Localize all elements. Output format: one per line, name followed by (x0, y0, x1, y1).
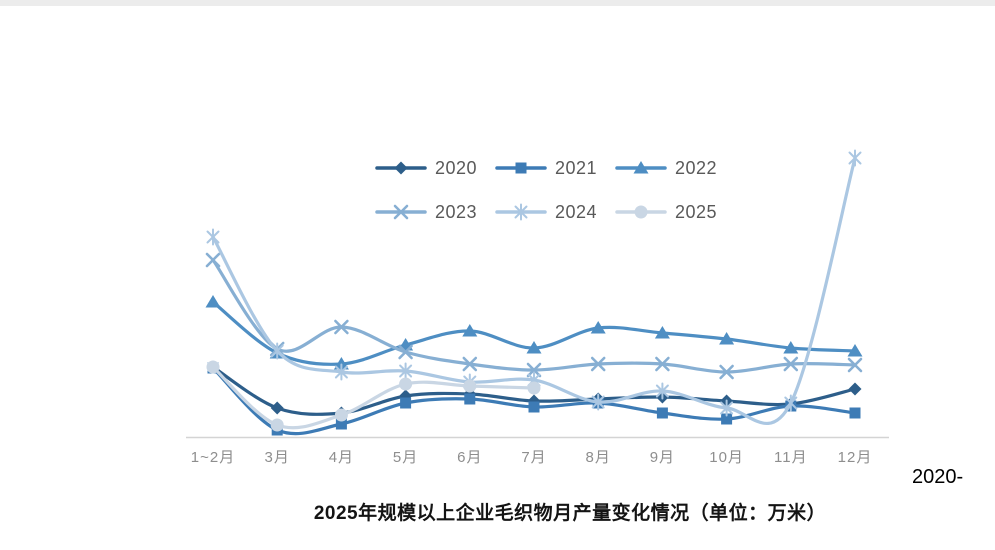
x-tick-label: 8月 (585, 449, 611, 466)
legend-label: 2024 (555, 201, 598, 222)
chart-caption: 2025年规模以上企业毛织物月产量变化情况（单位：万米） (313, 503, 827, 524)
x-tick-label: 10月 (709, 449, 744, 466)
x-tick-label: 7月 (521, 449, 547, 466)
legend-marker-triangle-icon (615, 161, 667, 174)
legend-label: 2022 (675, 157, 718, 178)
legend-marker-x-icon (375, 204, 427, 220)
x-tick-label: 11月 (774, 449, 808, 466)
chart-legend: 2020 2021 2022 2023 2024 2025 (375, 155, 795, 243)
legend-marker-diamond-icon (375, 161, 427, 175)
legend-label: 2023 (435, 201, 478, 222)
legend-item-2020: 2020 (375, 155, 495, 181)
legend-item-2022: 2022 (615, 155, 735, 181)
legend-row-2: 2023 2024 2025 (375, 199, 795, 225)
page-top-border (0, 0, 995, 6)
legend-item-2023: 2023 (375, 199, 495, 225)
x-tick-label: 3月 (264, 449, 290, 466)
series-2023 (205, 252, 863, 380)
legend-item-2024: 2024 (495, 199, 615, 225)
x-tick-label: 4月 (328, 449, 355, 466)
series-2022 (205, 295, 863, 370)
legend-marker-square-icon (495, 162, 547, 174)
legend-label: 2021 (555, 157, 598, 178)
x-tick-label: 9月 (649, 449, 676, 466)
legend-item-2021: 2021 (495, 155, 615, 181)
x-tick-label: 5月 (392, 449, 419, 466)
x-tick-label: 1~2月 (190, 449, 236, 466)
x-tick-label: 12月 (837, 449, 873, 466)
x-axis-tick-labels: 1~2月 3月 4月 5月 6月 7月 8月 9月 10月 11月 12月 (0, 446, 995, 466)
legend-label: 2020 (435, 157, 478, 178)
series-2025 (206, 360, 541, 432)
legend-marker-circle-icon (615, 205, 667, 219)
legend-row-1: 2020 2021 2022 (375, 155, 795, 181)
legend-item-2025: 2025 (615, 199, 735, 225)
x-tick-label: 6月 (457, 449, 483, 466)
legend-label: 2025 (675, 201, 718, 222)
caption-year-prefix: 2020- (912, 466, 964, 488)
legend-marker-asterisk-icon (495, 203, 547, 221)
